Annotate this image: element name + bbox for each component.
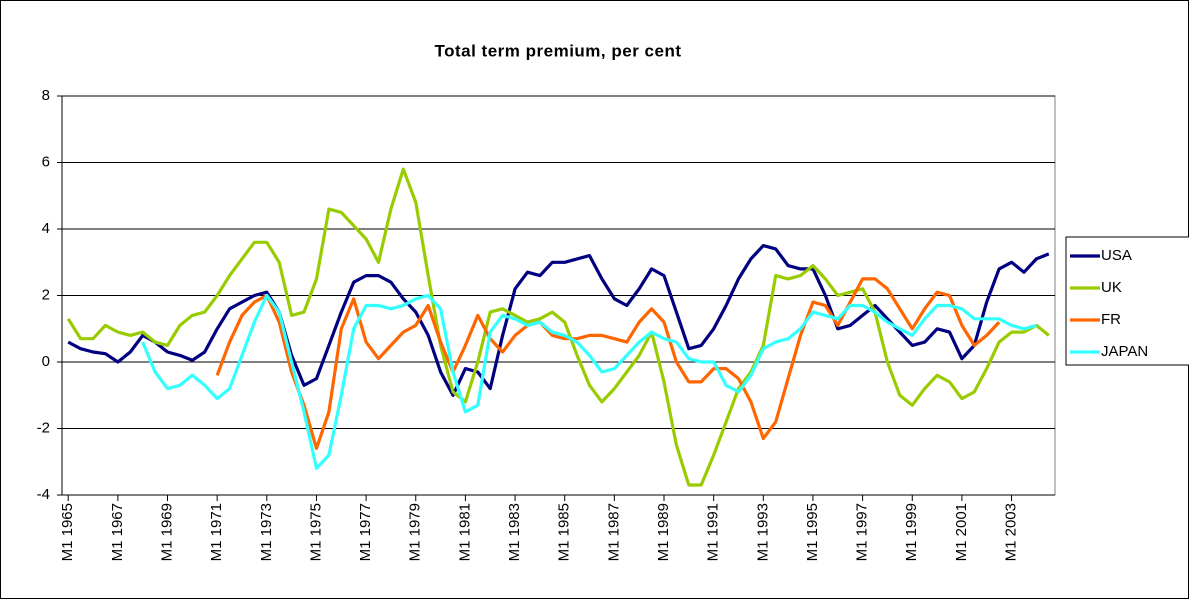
legend <box>1065 236 1189 366</box>
x-tick-label: M1 1999 <box>903 503 920 561</box>
x-tick-label: M1 1971 <box>208 503 225 561</box>
x-tick-label: M1 1997 <box>854 503 871 561</box>
series-line <box>141 293 1037 470</box>
y-tick-label: 4 <box>42 220 50 237</box>
chart-title: Total term premium, per cent <box>434 41 681 60</box>
x-tick-label: M1 1989 <box>655 503 672 561</box>
legend-label: JAPAN <box>1101 343 1148 360</box>
series-line <box>66 167 1050 487</box>
y-tick-label: 2 <box>42 286 50 303</box>
x-tick-label: M1 1975 <box>307 503 324 561</box>
x-tick-label: M1 1979 <box>407 503 424 561</box>
x-tick-label: M1 1965 <box>59 503 76 561</box>
x-tick-label: M1 1983 <box>506 503 523 561</box>
x-tick-label: M1 1967 <box>109 503 126 561</box>
y-tick-label: 0 <box>42 353 50 370</box>
x-tick-label: M1 1973 <box>258 503 275 561</box>
x-tick-label: M1 1985 <box>556 503 573 561</box>
x-tick-label: M1 2001 <box>953 503 970 561</box>
y-tick-label: 8 <box>42 87 50 104</box>
x-tick-label: M1 1991 <box>705 503 722 561</box>
x-tick-label: M1 1969 <box>158 503 175 561</box>
x-tick-label: M1 1987 <box>605 503 622 561</box>
x-tick-label: M1 1977 <box>357 503 374 561</box>
series-line <box>67 244 1050 397</box>
x-tick-label: M1 1995 <box>804 503 821 561</box>
y-tick-label: -4 <box>37 486 50 503</box>
x-tick-label: M1 2003 <box>1003 503 1020 561</box>
y-tick-label: -2 <box>37 419 50 436</box>
x-tick-label: M1 1993 <box>754 503 771 561</box>
legend-label: USA <box>1101 247 1132 264</box>
series-line <box>215 277 1001 450</box>
x-tick-label: M1 1981 <box>456 503 473 561</box>
y-tick-label: 6 <box>42 153 50 170</box>
legend-label: UK <box>1101 279 1122 296</box>
legend-label: FR <box>1101 311 1121 328</box>
